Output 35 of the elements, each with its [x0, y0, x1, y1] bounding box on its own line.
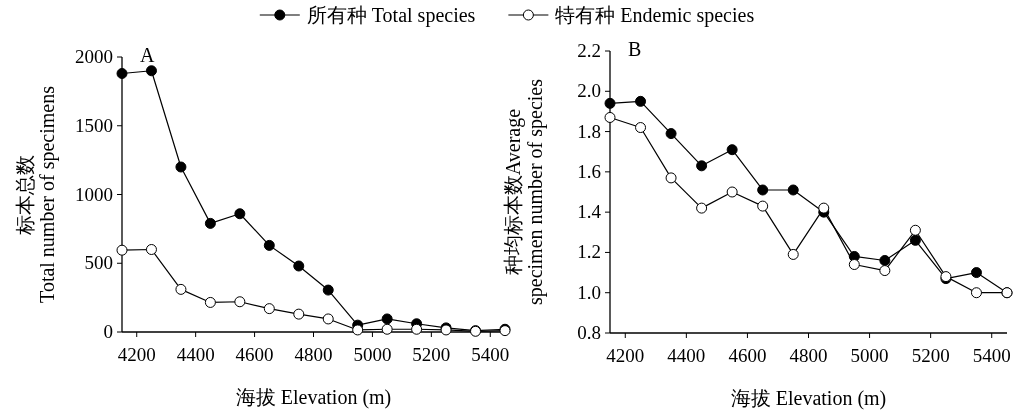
x-tick-label: 4600: [235, 344, 274, 365]
x-axis-title: 海拔 Elevation (m): [235, 386, 392, 409]
y-axis-title: 种均标本数Average specimen number of species: [502, 78, 547, 306]
chart-title: A: [140, 44, 155, 66]
y-tick-label: 1.8: [577, 120, 601, 142]
x-tick-label: 4800: [789, 345, 828, 366]
x-tick-label: 4200: [606, 345, 645, 366]
y-tick-label: 1.6: [577, 160, 601, 182]
y-tick-label: 1000: [75, 183, 113, 205]
x-tick-label: 5000: [353, 344, 392, 365]
y-tick-label: 1.2: [577, 241, 601, 263]
y-tick-label: 0: [103, 321, 113, 342]
x-tick-label: 4400: [667, 345, 706, 366]
y-tick-label: 500: [84, 252, 113, 274]
x-tick-label: 4400: [176, 344, 215, 365]
x-tick-label: 5000: [850, 345, 889, 366]
x-tick-label: 4800: [294, 344, 333, 365]
y-tick-label: 1.0: [577, 281, 601, 303]
x-tick-label: 5400: [471, 344, 510, 365]
y-tick-label: 2000: [75, 46, 113, 67]
y-tick-label: 2.0: [577, 80, 601, 102]
x-tick-label: 4200: [117, 344, 156, 365]
x-tick-label: 4600: [728, 345, 767, 366]
x-axis-title: 海拔 Elevation (m): [730, 387, 887, 410]
y-tick-label: 0.8: [577, 322, 601, 343]
y-tick-label: 1.4: [577, 201, 602, 223]
x-tick-label: 5200: [911, 345, 950, 366]
x-tick-label: 5200: [412, 344, 451, 365]
legend-label: 所有种 Total species: [306, 4, 476, 27]
y-tick-label: 1500: [75, 114, 113, 136]
y-axis-title: 标本总数 Total number of specimens: [14, 85, 59, 303]
x-tick-label: 5400: [972, 345, 1011, 366]
chart-title: B: [628, 38, 642, 60]
y-tick-label: 2.2: [577, 40, 601, 61]
legend-label: 特有种 Endemic species: [555, 4, 755, 27]
